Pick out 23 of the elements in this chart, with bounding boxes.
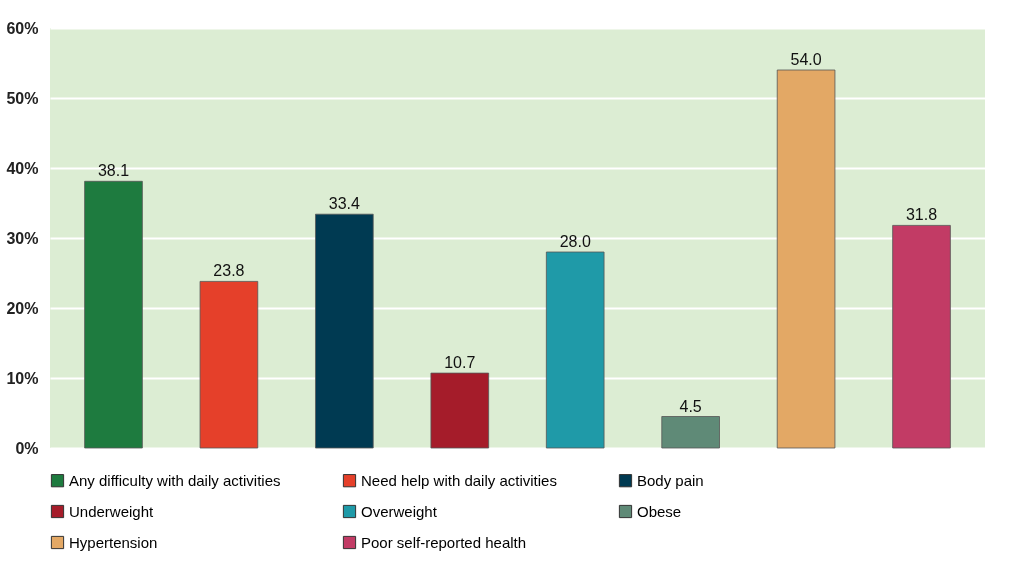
data-label: 4.5 (679, 397, 702, 415)
data-label: 33.4 (328, 195, 361, 213)
data-label: 10.7 (444, 354, 476, 372)
legend-label: Body pain (637, 471, 704, 489)
legend-label: Need help with daily activities (361, 471, 557, 489)
y-tick-label: 40% (6, 159, 39, 177)
y-tick-label: 30% (6, 229, 39, 247)
y-tick-label: 10% (6, 369, 39, 387)
legend-label: Underweight (69, 502, 155, 520)
legend-label: Overweight (361, 502, 438, 520)
y-tick-label: 60% (6, 19, 39, 37)
y-tick-label: 50% (6, 89, 39, 107)
data-label: 54.0 (790, 51, 822, 68)
legend-label: Obese (637, 502, 682, 520)
y-tick-label: 20% (6, 299, 39, 317)
data-label: 31.8 (905, 206, 938, 224)
legend-label: Poor self-reported health (361, 533, 527, 551)
data-label: 23.8 (213, 262, 245, 280)
legend-label: Hypertension (69, 533, 158, 551)
y-tick-label: 0% (15, 439, 39, 457)
data-label: 38.1 (97, 162, 130, 180)
data-label: 28.0 (559, 233, 591, 250)
legend-label: Any difficulty with daily activities (69, 471, 281, 489)
